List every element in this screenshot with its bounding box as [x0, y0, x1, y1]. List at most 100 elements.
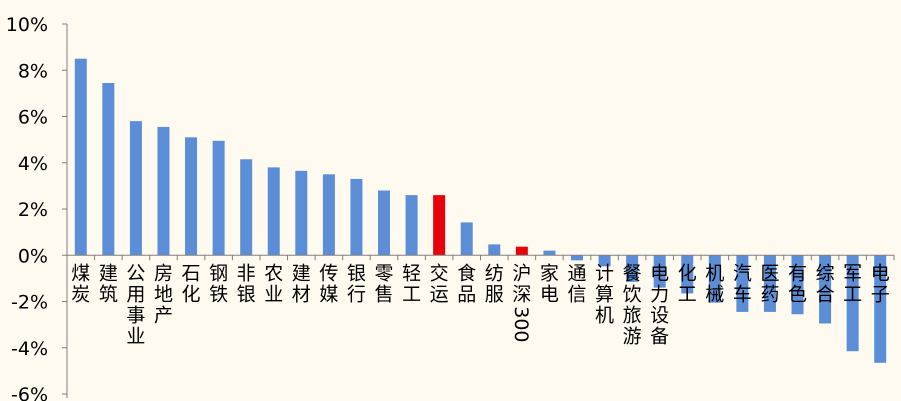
category-label-char: 业 [264, 283, 283, 305]
category-label-char: 工 [678, 283, 697, 305]
category-label-char: 铁 [209, 283, 228, 305]
bar-21 [626, 255, 639, 282]
bar-11 [350, 178, 363, 256]
bar-5 [185, 137, 198, 256]
bar-26 [763, 255, 776, 312]
bar-10 [322, 174, 335, 256]
category-label-char: 沪 [512, 262, 531, 284]
category-label-char: 农 [264, 262, 283, 284]
category-label-char: 轻 [402, 262, 421, 284]
category-label-char: 运 [430, 283, 449, 305]
category-label-char: 旅 [623, 304, 642, 326]
x-axis [66, 254, 895, 261]
bar-13 [405, 195, 418, 256]
bar-29 [846, 255, 859, 352]
category-label-char: 化 [678, 262, 697, 284]
category-label-char: 电 [540, 283, 559, 305]
category-label: 计算机 [595, 262, 614, 326]
category-label-char: 售 [375, 283, 394, 305]
category-label-char: 游 [623, 325, 642, 347]
category-label-char: 传 [319, 262, 338, 284]
category-label: 综合 [816, 262, 835, 305]
bar-28 [819, 255, 832, 324]
bar-16 [488, 244, 501, 256]
category-label-char: 械 [705, 283, 724, 305]
category-label-char: 设 [650, 304, 669, 326]
category-label: 银行 [347, 262, 366, 305]
category-label-char: 机 [705, 262, 724, 284]
category-label-char: 医 [760, 262, 779, 284]
bar-14 [433, 195, 446, 256]
y-axis: 10% 8% 6% 4% 2% 0% -2% -4% -6% [6, 14, 68, 401]
category-label-char: 服 [485, 283, 504, 305]
category-label-char: 房 [154, 262, 173, 284]
category-label-char: 煤 [71, 262, 90, 284]
category-label: 军工 [843, 262, 862, 305]
category-label-char: 地 [154, 283, 173, 305]
category-label-char: 钢 [209, 262, 228, 284]
category-label-char: 合 [816, 283, 835, 305]
category-label-char: 家 [540, 262, 559, 284]
category-label: 交运 [430, 262, 449, 305]
category-label-char: 机 [595, 304, 614, 326]
category-label: 农业 [264, 262, 283, 305]
category-label-char: 产 [154, 304, 173, 326]
y-tick-label: 10% [6, 14, 48, 36]
category-label-char: 力 [650, 283, 669, 305]
category-label: 石化 [182, 262, 201, 305]
bar-30 [874, 255, 887, 363]
category-label-char: 食 [457, 262, 476, 284]
category-label: 房地产 [154, 262, 173, 326]
category-label-char: 公 [126, 262, 145, 284]
y-tick-label: 4% [18, 153, 48, 175]
category-label-char: 炭 [71, 283, 90, 305]
category-label-char: 用 [126, 283, 145, 305]
category-label-char: 军 [843, 262, 862, 284]
category-label-char: 汽 [733, 262, 752, 284]
category-label-char: 综 [816, 262, 835, 284]
category-label-char: 行 [347, 283, 366, 305]
y-tick-label: 0% [18, 245, 48, 267]
category-label: 食品 [457, 262, 476, 305]
category-label-char: 非 [237, 262, 256, 284]
y-tick-label: 8% [18, 60, 48, 82]
category-label-char: 材 [292, 283, 311, 305]
bar-25 [736, 255, 749, 312]
category-label-char: 信 [567, 283, 586, 305]
category-label-char: 算 [595, 283, 614, 305]
category-label: 非银 [237, 262, 256, 305]
category-label-char: 建 [292, 262, 311, 284]
category-label-char: 电 [871, 262, 890, 284]
category-label: 汽车 [733, 262, 752, 305]
category-label-char: 工 [843, 283, 862, 305]
category-label-char: 化 [182, 283, 201, 305]
category-label-char: 药 [760, 283, 779, 305]
bar-17 [515, 246, 528, 256]
bar-2 [102, 82, 115, 256]
category-label-char: 备 [650, 325, 669, 347]
bar-24 [708, 255, 721, 303]
category-label-char: 纺 [485, 262, 504, 284]
y-tick-label: -4% [11, 338, 48, 360]
category-label: 医药 [760, 262, 779, 305]
category-label-char: 饮 [623, 283, 642, 305]
bar-12 [378, 190, 391, 256]
bar-15 [460, 222, 473, 256]
category-label: 化工 [678, 262, 697, 305]
category-label: 有色 [788, 262, 807, 305]
bar-6 [212, 140, 225, 256]
category-label-char: 交 [430, 262, 449, 284]
category-labels: 煤炭建筑公用事业房地产石化钢铁非银农业建材传媒银行零售轻工交运食品纺服沪深300… [71, 262, 889, 347]
bar-19 [570, 255, 583, 261]
bar-27 [791, 255, 804, 315]
category-label: 纺服 [485, 262, 504, 305]
category-label-char: 媒 [319, 283, 338, 305]
y-tick-label: -6% [11, 384, 48, 401]
category-label-char: 建 [99, 262, 118, 284]
category-label-char: 品 [457, 283, 476, 305]
